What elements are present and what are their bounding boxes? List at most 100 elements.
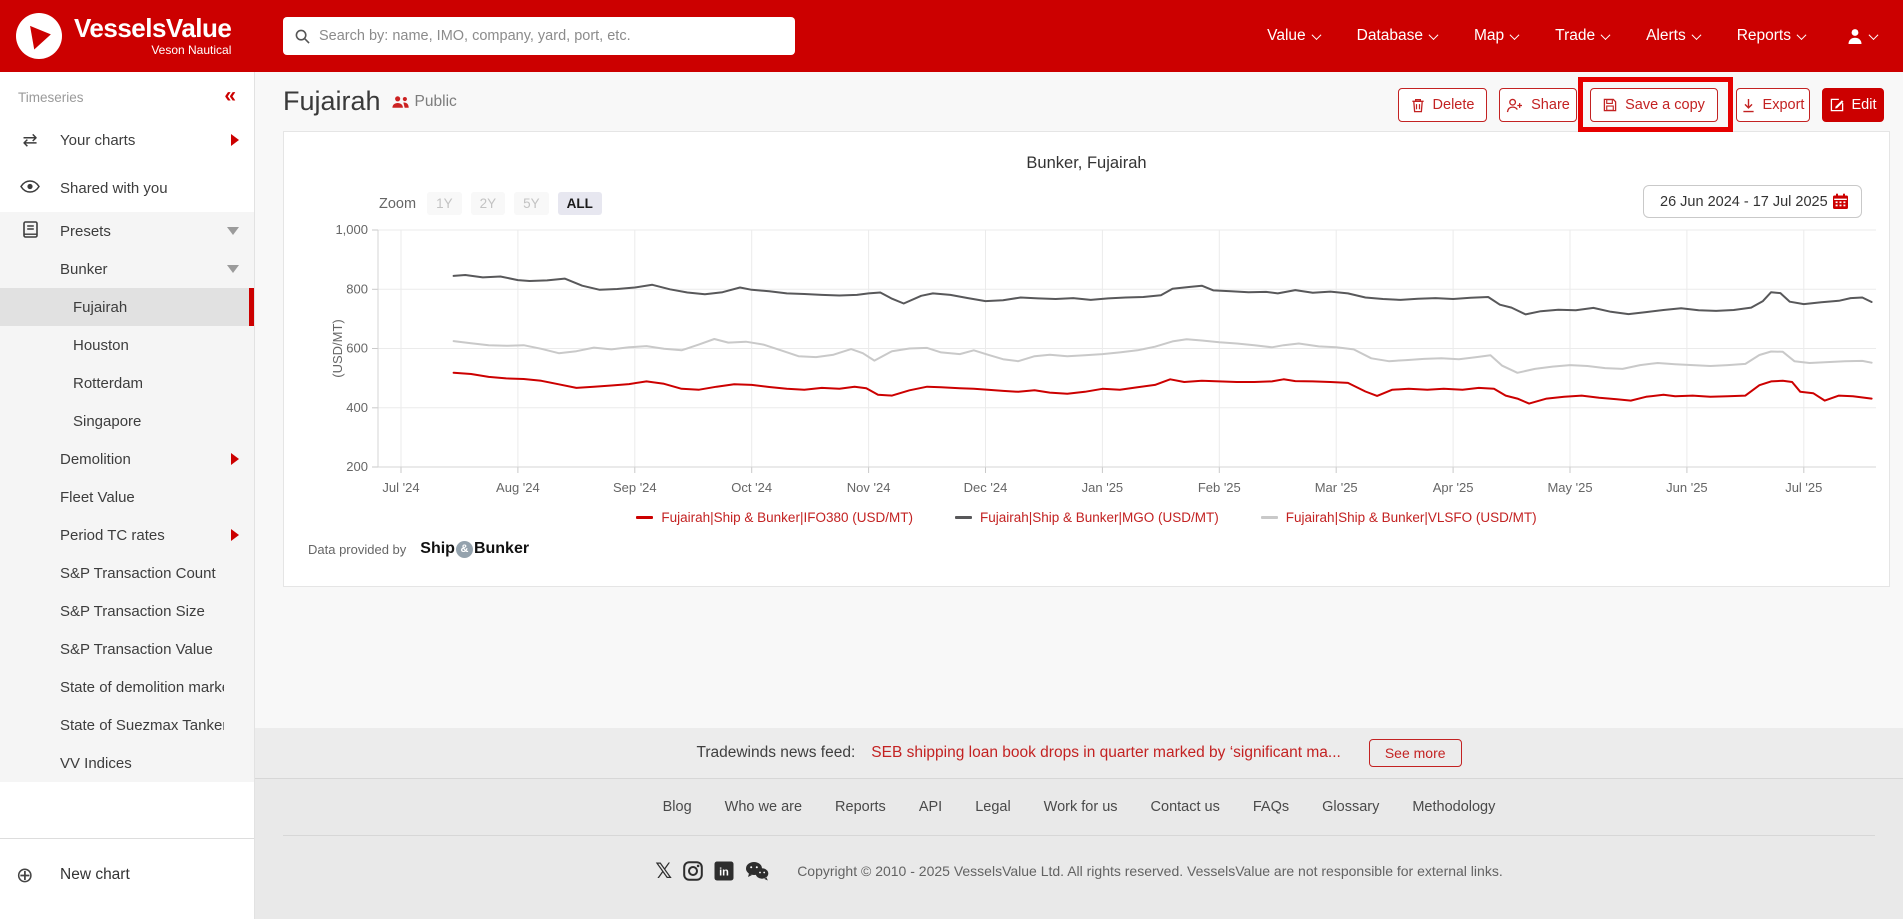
zoom-option-2y[interactable]: 2Y <box>470 192 506 215</box>
footer-link-methodology[interactable]: Methodology <box>1412 799 1496 815</box>
nav-menu-value[interactable]: Value <box>1267 27 1322 45</box>
legend-marker <box>954 516 972 519</box>
footer-link-api[interactable]: API <box>918 799 943 815</box>
sidebar-item-fujairah[interactable]: Fujairah <box>0 288 254 326</box>
svg-text:(USD/MT): (USD/MT) <box>330 319 345 378</box>
data-provider: Data provided by Ship & Bunker <box>308 540 530 558</box>
share-button[interactable]: Share <box>1499 88 1577 122</box>
see-more-button[interactable]: See more <box>1368 739 1462 767</box>
page-title: Fujairah <box>283 86 381 116</box>
social-icons: 𝕏 in <box>655 859 769 884</box>
sidebar-item-shared-with-you[interactable]: Shared with you <box>0 164 254 212</box>
legend-marker <box>1260 516 1278 519</box>
search-input[interactable] <box>319 28 783 44</box>
chart-title: Bunker, Fujairah <box>1026 154 1147 172</box>
footer-link-blog[interactable]: Blog <box>662 799 692 815</box>
wechat-icon[interactable] <box>745 861 769 881</box>
chevron-down-icon <box>227 265 239 273</box>
sidebar-item-demolition[interactable]: Demolition <box>0 440 254 478</box>
collapse-sidebar-icon[interactable]: « <box>224 84 236 107</box>
legend-item-mgo-usd-mt[interactable]: Fujairah|Ship & Bunker|MGO (USD/MT) <box>954 510 1219 525</box>
svg-text:Feb '25: Feb '25 <box>1198 480 1241 495</box>
chevron-down-icon <box>1311 29 1322 40</box>
zoom-option-5y[interactable]: 5Y <box>514 192 549 215</box>
footer-link-contact-us[interactable]: Contact us <box>1150 799 1220 815</box>
sidebar-item-state-of-demolition-market[interactable]: State of demolition market ... <box>60 678 224 696</box>
sidebar-item-presets[interactable]: Presets <box>0 212 254 250</box>
sidebar-item-state-of-suezmax-tanker-m[interactable]: State of Suezmax Tanker m... <box>60 716 224 734</box>
nav-menu-map[interactable]: Map <box>1474 27 1520 45</box>
nav-menu-database[interactable]: Database <box>1357 27 1439 45</box>
edit-button[interactable]: Edit <box>1822 88 1884 122</box>
sidebar-item-period-tc-rates[interactable]: Period TC rates <box>0 516 254 554</box>
chevron-down-icon <box>1428 29 1439 40</box>
svg-text:Dec '24: Dec '24 <box>964 480 1008 495</box>
svg-text:Nov '24: Nov '24 <box>847 480 891 495</box>
person-plus-icon <box>1506 98 1523 112</box>
svg-text:Sep '24: Sep '24 <box>613 480 657 495</box>
chevron-right-icon <box>231 453 239 465</box>
logo-icon <box>16 13 62 59</box>
sidebar-item-bunker[interactable]: Bunker <box>0 250 254 288</box>
people-icon <box>391 95 409 108</box>
chevron-down-icon <box>1509 29 1520 40</box>
svg-text:Apr '25: Apr '25 <box>1433 480 1474 495</box>
zoom-label: Zoom <box>379 195 417 212</box>
chevron-right-icon <box>231 134 239 146</box>
legend-item-vlsfo-usd-mt[interactable]: Fujairah|Ship & Bunker|VLSFO (USD/MT) <box>1260 510 1537 525</box>
export-button[interactable]: Export <box>1736 88 1810 122</box>
delete-button[interactable]: Delete <box>1398 88 1487 122</box>
sidebar-item-s-p-transaction-value[interactable]: S&P Transaction Value <box>60 640 213 658</box>
new-chart-button[interactable]: ⊕ New chart <box>16 863 130 887</box>
linkedin-icon[interactable]: in <box>714 861 734 881</box>
sidebar-item-your-charts[interactable]: ⇄ Your charts <box>0 116 254 164</box>
footer-link-legal[interactable]: Legal <box>975 799 1011 815</box>
nav-menu-trade[interactable]: Trade <box>1555 27 1611 45</box>
svg-text:Jul '24: Jul '24 <box>382 480 419 495</box>
nav-menu-alerts[interactable]: Alerts <box>1646 27 1702 45</box>
svg-text:Aug '24: Aug '24 <box>496 480 540 495</box>
chevron-down-icon <box>1868 29 1879 40</box>
chart-card: Bunker, Fujairah Zoom 1Y 2Y 5Y ALL 26 Jun 2… <box>283 131 1890 587</box>
sidebar-item-rotterdam[interactable]: Rotterdam <box>73 374 144 392</box>
sidebar-item-vv-indices[interactable]: VV Indices <box>60 754 132 772</box>
sidebar-item-singapore[interactable]: Singapore <box>73 412 142 430</box>
sidebar-item-fleet-value[interactable]: Fleet Value <box>60 488 135 506</box>
zoom-option-1y[interactable]: 1Y <box>427 192 462 215</box>
date-range-value: 26 Jun 2024 - 17 Jul 2025 <box>1660 193 1828 210</box>
instagram-icon[interactable] <box>683 861 703 881</box>
svg-text:600: 600 <box>346 341 368 356</box>
ship-and-bunker-logo[interactable]: Ship & Bunker <box>420 540 530 558</box>
download-icon <box>1742 98 1754 112</box>
user-menu[interactable] <box>1846 0 1879 72</box>
zoom-option-all[interactable]: ALL <box>557 192 602 215</box>
search-icon <box>295 29 310 44</box>
date-range-picker[interactable]: 26 Jun 2024 - 17 Jul 2025 <box>1643 185 1862 218</box>
nav-menu-reports[interactable]: Reports <box>1737 27 1807 45</box>
top-nav: VesselsValue Veson Nautical Value Databas… <box>0 0 1903 72</box>
footer-link-who-we-are[interactable]: Who we are <box>724 799 803 815</box>
sidebar-item-s-p-transaction-count[interactable]: S&P Transaction Count <box>60 564 216 582</box>
news-feed-label: Tradewinds news feed: <box>696 744 856 761</box>
plus-circle-icon: ⊕ <box>16 863 34 887</box>
save-a-copy-button[interactable]: Save a copy <box>1590 88 1718 122</box>
svg-text:Mar '25: Mar '25 <box>1315 480 1358 495</box>
news-headline-link[interactable]: SEB shipping loan book drops in quarter … <box>871 744 1341 761</box>
footer-link-work-for-us[interactable]: Work for us <box>1043 799 1118 815</box>
svg-text:May '25: May '25 <box>1547 480 1592 495</box>
footer-link-reports[interactable]: Reports <box>835 799 886 815</box>
sidebar-item-houston[interactable]: Houston <box>73 336 129 354</box>
brand-subtitle: Veson Nautical <box>151 43 232 57</box>
svg-text:in: in <box>719 867 729 879</box>
sidebar-item-s-p-transaction-size[interactable]: S&P Transaction Size <box>60 602 205 620</box>
footer-link-glossary[interactable]: Glossary <box>1322 799 1380 815</box>
svg-text:Jan '25: Jan '25 <box>1082 480 1124 495</box>
vesselsvalue-logo[interactable]: VesselsValue Veson Nautical <box>16 13 232 59</box>
legend-item-ifo380-usd-mt[interactable]: Fujairah|Ship & Bunker|IFO380 (USD/MT) <box>636 510 913 525</box>
svg-text:800: 800 <box>346 281 368 296</box>
footer-link-faqs[interactable]: FAQs <box>1252 799 1290 815</box>
copyright-text: Copyright © 2010 - 2025 VesselsValue Ltd… <box>797 863 1503 879</box>
x-icon[interactable]: 𝕏 <box>655 859 673 883</box>
svg-text:400: 400 <box>346 400 368 415</box>
news-bar: Tradewinds news feed: SEB shipping loan … <box>255 728 1903 778</box>
